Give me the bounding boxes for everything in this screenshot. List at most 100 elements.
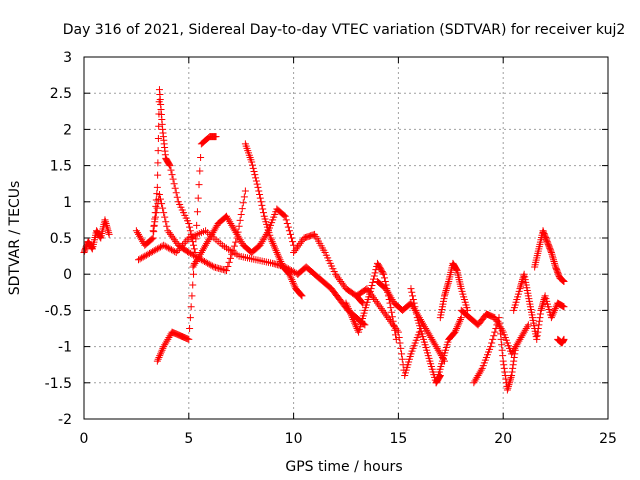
data-point: [208, 230, 216, 238]
data-point: [456, 317, 464, 325]
data-point: [150, 222, 158, 230]
data-point: [367, 290, 375, 298]
data-point: [509, 364, 517, 372]
data-point: [389, 321, 397, 329]
data-point: [409, 292, 417, 300]
data-point: [231, 227, 239, 235]
data-point: [474, 372, 482, 380]
data-point: [164, 227, 172, 235]
data-point: [155, 244, 163, 252]
data-point: [165, 334, 173, 342]
data-point: [193, 256, 201, 264]
data-point: [387, 317, 395, 325]
data-point: [351, 319, 359, 327]
data-point: [159, 204, 167, 212]
data-point: [294, 243, 302, 251]
data-point: [230, 242, 238, 250]
data-point: [377, 305, 385, 313]
data-point: [512, 343, 520, 351]
series-arc-c: [149, 187, 249, 275]
data-point: [163, 337, 171, 345]
data-point: [170, 236, 178, 244]
data-point: [539, 301, 546, 309]
data-point: [498, 341, 506, 349]
data-point: [535, 317, 543, 325]
data-point: [425, 330, 433, 338]
data-point: [172, 238, 180, 246]
data-point: [170, 180, 178, 188]
series-arc-p: [470, 314, 520, 394]
data-point: [363, 285, 371, 293]
chart-title: Day 316 of 2021, Sidereal Day-to-day VTE…: [63, 22, 626, 38]
data-point: [348, 314, 356, 322]
data-point: [104, 225, 112, 233]
data-point: [453, 323, 461, 331]
data-point: [157, 348, 165, 356]
data-point: [370, 294, 378, 302]
data-point: [152, 246, 160, 254]
data-point: [379, 269, 387, 277]
data-point: [548, 312, 556, 320]
y-tick-label: 1: [63, 195, 72, 211]
data-point: [496, 319, 504, 327]
data-point: [472, 375, 480, 383]
data-point: [227, 220, 235, 228]
data-point: [196, 250, 204, 258]
data-point: [166, 230, 174, 238]
data-point: [198, 247, 206, 255]
data-point: [191, 259, 199, 267]
data-point: [132, 227, 140, 235]
data-point: [444, 279, 452, 287]
data-point: [430, 339, 438, 347]
data-point: [269, 239, 277, 247]
data-point: [548, 250, 556, 258]
data-point: [535, 321, 543, 329]
data-point: [149, 234, 157, 242]
data-point: [164, 244, 172, 252]
data-point: [259, 205, 267, 213]
data-point: [196, 167, 204, 175]
data-point: [207, 261, 215, 269]
data-point: [290, 281, 298, 289]
data-point: [424, 328, 432, 336]
data-point: [155, 191, 163, 199]
data-point: [141, 252, 149, 260]
data-point: [517, 334, 525, 342]
data-point: [298, 292, 306, 300]
data-point: [431, 341, 439, 349]
data-point: [142, 251, 150, 259]
data-point: [501, 368, 509, 376]
data-point: [149, 227, 157, 235]
data-point: [364, 286, 372, 294]
data-point: [237, 210, 245, 218]
data-point: [396, 339, 404, 347]
data-point: [153, 245, 161, 253]
data-point: [388, 296, 396, 304]
data-point: [373, 299, 381, 307]
data-point: [186, 223, 194, 231]
data-point: [197, 153, 205, 161]
data-point: [204, 259, 212, 267]
data-point: [473, 373, 481, 381]
data-point: [454, 321, 462, 329]
data-point: [168, 171, 176, 179]
data-point: [342, 299, 350, 307]
data-point: [499, 357, 507, 365]
y-tick-label: 1.5: [50, 159, 72, 175]
data-point: [510, 357, 518, 365]
data-point: [204, 238, 212, 246]
data-point: [212, 223, 220, 231]
data-point: [366, 288, 374, 296]
data-point: [296, 239, 304, 247]
data-point: [146, 249, 153, 257]
data-point: [185, 248, 193, 256]
data-point: [518, 332, 526, 340]
data-point: [241, 187, 249, 195]
x-axis-title: GPS time / hours: [285, 459, 402, 475]
series-arc-f: [241, 140, 306, 300]
data-point: [225, 216, 233, 224]
data-point: [333, 272, 341, 280]
data-point: [226, 218, 234, 226]
data-point: [249, 164, 257, 172]
data-point: [185, 220, 193, 228]
